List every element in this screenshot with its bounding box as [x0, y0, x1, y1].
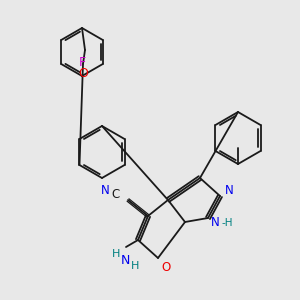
Text: H: H: [112, 249, 120, 259]
Text: N: N: [120, 254, 130, 266]
Text: O: O: [78, 67, 88, 80]
Text: O: O: [161, 261, 170, 274]
Text: C: C: [112, 188, 120, 202]
Text: N: N: [211, 215, 220, 229]
Text: N: N: [101, 184, 110, 196]
Text: H: H: [131, 261, 139, 271]
Text: -H: -H: [221, 218, 232, 228]
Text: N: N: [225, 184, 234, 197]
Text: F: F: [78, 56, 85, 69]
